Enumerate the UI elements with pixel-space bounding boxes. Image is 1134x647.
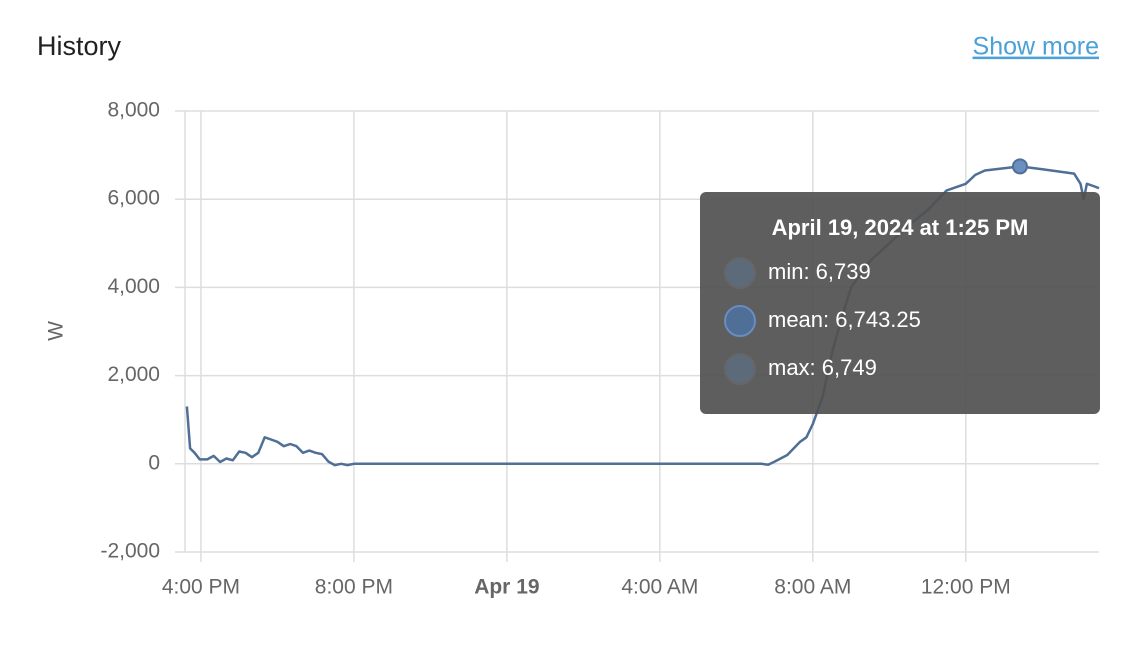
tooltip-swatch xyxy=(724,257,756,289)
tooltip: April 19, 2024 at 1:25 PM min: 6,739 mean:… xyxy=(700,192,1100,414)
tooltip-item: min: 6,739 xyxy=(768,259,871,284)
show-more-link[interactable]: Show more xyxy=(973,33,1099,61)
tooltip-swatch xyxy=(724,305,756,337)
x-tick-label: 8:00 AM xyxy=(774,576,851,599)
hover-point xyxy=(1011,158,1028,175)
y-tick-label: 2,000 xyxy=(107,363,160,386)
tooltip-item: mean: 6,743.25 xyxy=(768,307,921,332)
y-tick-label: 4,000 xyxy=(107,275,160,298)
tooltip-title: April 19, 2024 at 1:25 PM xyxy=(772,215,1029,240)
card-title: History xyxy=(37,31,122,61)
tooltip-box xyxy=(700,192,1100,414)
y-tick-label: -2,000 xyxy=(100,540,160,563)
y-tick-label: 0 xyxy=(148,451,160,474)
line-series xyxy=(185,165,1100,467)
x-tick-label: 4:00 AM xyxy=(621,576,698,599)
tooltip-swatch xyxy=(724,353,756,385)
y-tick-label: 6,000 xyxy=(107,187,160,210)
tooltip-item: max: 6,749 xyxy=(768,355,877,380)
x-tick-label: 4:00 PM xyxy=(162,576,240,599)
x-tick-label: Apr 19 xyxy=(474,576,539,599)
x-tick-label: 8:00 PM xyxy=(315,576,393,599)
y-tick-label: 8,000 xyxy=(107,99,160,122)
x-tick-label: 12:00 PM xyxy=(921,576,1011,599)
y-axis-label: W xyxy=(45,321,68,341)
